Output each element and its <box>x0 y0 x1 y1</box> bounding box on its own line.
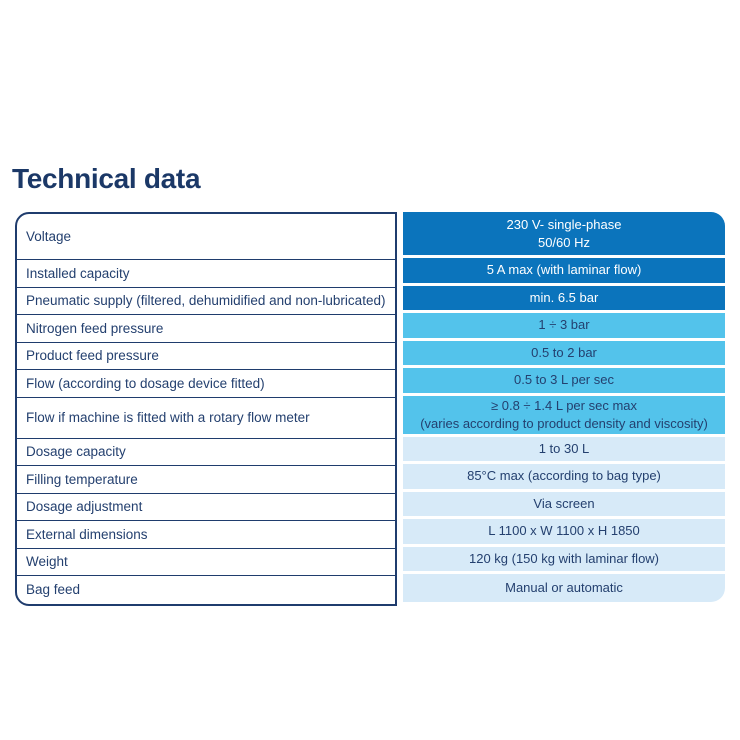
value-line: 120 kg (150 kg with laminar flow) <box>468 550 660 566</box>
spec-value-flow-rotary: ≥ 0.8 ÷ 1.4 L per sec max (varies accord… <box>403 395 725 437</box>
spec-label-voltage: Voltage <box>17 214 395 260</box>
value-line: ≥ 0.8 ÷ 1.4 L per sec max <box>490 397 638 413</box>
spec-label-dosage-adjustment: Dosage adjustment <box>17 494 395 521</box>
value-line: min. 6.5 bar <box>529 289 599 305</box>
technical-data-table: Voltage Installed capacity Pneumatic sup… <box>15 212 725 606</box>
spec-label-flow-rotary: Flow if machine is fitted with a rotary … <box>17 398 395 439</box>
spec-value-weight: 120 kg (150 kg with laminar flow) <box>403 546 725 575</box>
value-line: Manual or automatic <box>505 579 623 595</box>
spec-value-voltage: 230 V- single-phase 50/60 Hz <box>403 212 725 258</box>
spec-value-flow: 0.5 to 3 L per sec <box>403 368 725 396</box>
spec-value-product-pressure: 0.5 to 2 bar <box>403 340 725 369</box>
value-line: 1 to 30 L <box>538 440 590 456</box>
spec-value-filling-temperature: 85°C max (according to bag type) <box>403 464 725 492</box>
spec-label-flow: Flow (according to dosage device fitted) <box>17 370 395 398</box>
spec-value-dosage-capacity: 1 to 30 L <box>403 436 725 465</box>
spec-value-nitrogen-pressure: 1 ÷ 3 bar <box>403 313 725 341</box>
value-line: 0.5 to 2 bar <box>531 344 597 360</box>
spec-label-bag-feed: Bag feed <box>26 582 81 598</box>
value-line: (varies according to product density and… <box>420 415 708 431</box>
value-line: 50/60 Hz <box>537 234 591 250</box>
spec-label-pneumatic-supply: Pneumatic supply (filtered, dehumidified… <box>17 288 395 315</box>
value-line: 85°C max (according to bag type) <box>467 468 661 484</box>
spec-label-external-dimensions: External dimensions <box>17 521 395 549</box>
spec-value-dosage-adjustment: Via screen <box>403 491 725 520</box>
spec-value-bag-feed: Manual or automatic <box>403 574 725 602</box>
spec-label-installed-capacity: Installed capacity <box>17 260 395 288</box>
spec-label-weight: Weight <box>17 549 395 576</box>
value-line: L 1100 x W 1100 x H 1850 <box>488 523 640 539</box>
value-column: 230 V- single-phase 50/60 Hz 5 A max (wi… <box>403 212 725 606</box>
spec-label-nitrogen-pressure: Nitrogen feed pressure <box>17 315 395 343</box>
value-line: 230 V- single-phase <box>506 216 622 232</box>
value-line: 0.5 to 3 L per sec <box>514 372 614 388</box>
spec-value-external-dimensions: L 1100 x W 1100 x H 1850 <box>403 519 725 547</box>
spec-label-filling-temperature: Filling temperature <box>17 466 395 494</box>
page-title: Technical data <box>12 163 201 194</box>
spec-value-pneumatic-supply: min. 6.5 bar <box>403 285 725 314</box>
spec-label-product-pressure: Product feed pressure <box>17 343 395 370</box>
value-line: 1 ÷ 3 bar <box>538 317 590 333</box>
spec-value-installed-capacity: 5 A max (with laminar flow) <box>403 258 725 286</box>
label-column: Voltage Installed capacity Pneumatic sup… <box>15 212 397 606</box>
value-line: 5 A max (with laminar flow) <box>486 262 642 278</box>
value-line: Via screen <box>533 495 595 511</box>
spec-label-dosage-capacity: Dosage capacity <box>17 439 395 466</box>
